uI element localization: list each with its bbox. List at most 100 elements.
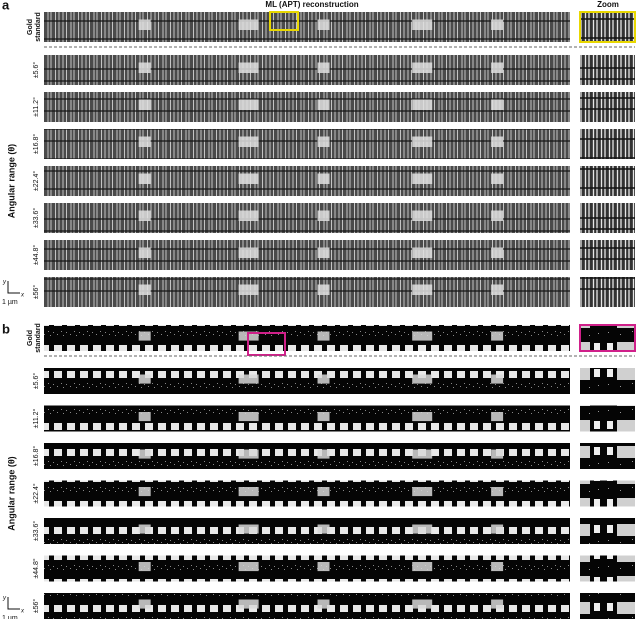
- feature: [138, 247, 151, 258]
- zoom-image: [580, 166, 635, 196]
- reconstruction-image: [44, 480, 570, 507]
- highlight-box: [269, 11, 299, 31]
- feature: [491, 487, 504, 497]
- reconstruction-image: [44, 405, 570, 432]
- feature: [138, 374, 151, 384]
- feature: [412, 62, 433, 73]
- feature: [317, 210, 330, 221]
- feature: [238, 487, 259, 497]
- feature: [491, 599, 504, 609]
- row-label: ±56°: [32, 599, 40, 614]
- scale-label: 1 µm: [2, 615, 18, 619]
- reconstruction-image: [44, 203, 570, 233]
- zoom-image: [580, 443, 635, 469]
- feature: [317, 412, 330, 422]
- scale-axis-x: x: [20, 609, 25, 615]
- zoom-image: [580, 55, 635, 85]
- feature: [491, 136, 504, 147]
- reconstruction-image: [44, 166, 570, 196]
- feature: [317, 19, 330, 30]
- feature: [412, 173, 433, 184]
- zoom-image: [580, 277, 635, 307]
- row-label: ±16.8°: [32, 134, 40, 154]
- feature: [138, 173, 151, 184]
- feature: [491, 99, 504, 110]
- row-label: ±5.6°: [32, 62, 40, 79]
- feature: [138, 19, 151, 30]
- scale-label: 1 µm: [2, 299, 18, 306]
- feature: [491, 412, 504, 422]
- feature: [491, 19, 504, 30]
- panel-label: a: [2, 0, 10, 12]
- feature: [491, 449, 504, 459]
- row-label: ±11.2°: [32, 97, 40, 117]
- zoom-image: [580, 12, 635, 42]
- feature: [138, 449, 151, 459]
- feature: [138, 136, 151, 147]
- feature: [412, 210, 433, 221]
- feature: [412, 331, 433, 341]
- feature: [138, 99, 151, 110]
- feature: [317, 99, 330, 110]
- reconstruction-image: [44, 55, 570, 85]
- zoom-title: Zoom: [597, 0, 619, 9]
- feature: [317, 487, 330, 497]
- zoom-border: [579, 324, 636, 352]
- feature: [238, 136, 259, 147]
- feature: [317, 331, 330, 341]
- scale-bar: [7, 281, 20, 294]
- feature: [138, 210, 151, 221]
- feature: [412, 562, 433, 572]
- panel-label: b: [2, 321, 10, 336]
- feature: [317, 599, 330, 609]
- zoom-image: [580, 325, 635, 351]
- zoom-image: [580, 555, 635, 582]
- gold-standard-line: standard: [35, 323, 42, 353]
- feature: [317, 247, 330, 258]
- row-label: ±33.6°: [32, 208, 40, 228]
- feature: [138, 62, 151, 73]
- feature: [238, 247, 259, 258]
- zoom-image: [580, 405, 635, 432]
- row-label: ±44.8°: [32, 245, 40, 265]
- zoom-image: [580, 92, 635, 122]
- zoom-image: [580, 129, 635, 159]
- row-label: ±22.4°: [32, 483, 40, 503]
- feature: [238, 449, 259, 459]
- feature: [238, 374, 259, 384]
- gold-standard-label: Goldstandard: [27, 323, 42, 353]
- feature: [317, 449, 330, 459]
- row-label: ±44.8°: [32, 558, 40, 578]
- row-label: ±16.8°: [32, 446, 40, 466]
- zoom-image: [580, 368, 635, 394]
- feature: [491, 284, 504, 295]
- feature: [317, 136, 330, 147]
- feature: [412, 412, 433, 422]
- reconstruction-image: [44, 92, 570, 122]
- axis-label: Angular range (θ): [6, 456, 16, 530]
- feature: [491, 247, 504, 258]
- feature: [412, 374, 433, 384]
- feature: [317, 524, 330, 534]
- feature: [238, 599, 259, 609]
- zoom-image: [580, 593, 635, 619]
- scale-axis-x: x: [20, 293, 25, 299]
- gold-standard-line: standard: [35, 12, 42, 42]
- feature: [412, 524, 433, 534]
- feature: [412, 449, 433, 459]
- row-label: ±56°: [32, 285, 40, 300]
- zoom-image: [580, 480, 635, 507]
- reconstruction-image: [44, 555, 570, 582]
- feature: [138, 487, 151, 497]
- gold-standard-image: [44, 325, 570, 351]
- zoom-image: [580, 203, 635, 233]
- feature: [491, 562, 504, 572]
- feature: [412, 599, 433, 609]
- feature: [491, 173, 504, 184]
- feature: [138, 524, 151, 534]
- feature: [238, 412, 259, 422]
- row-label: ±11.2°: [32, 408, 40, 428]
- feature: [491, 524, 504, 534]
- feature: [138, 331, 151, 341]
